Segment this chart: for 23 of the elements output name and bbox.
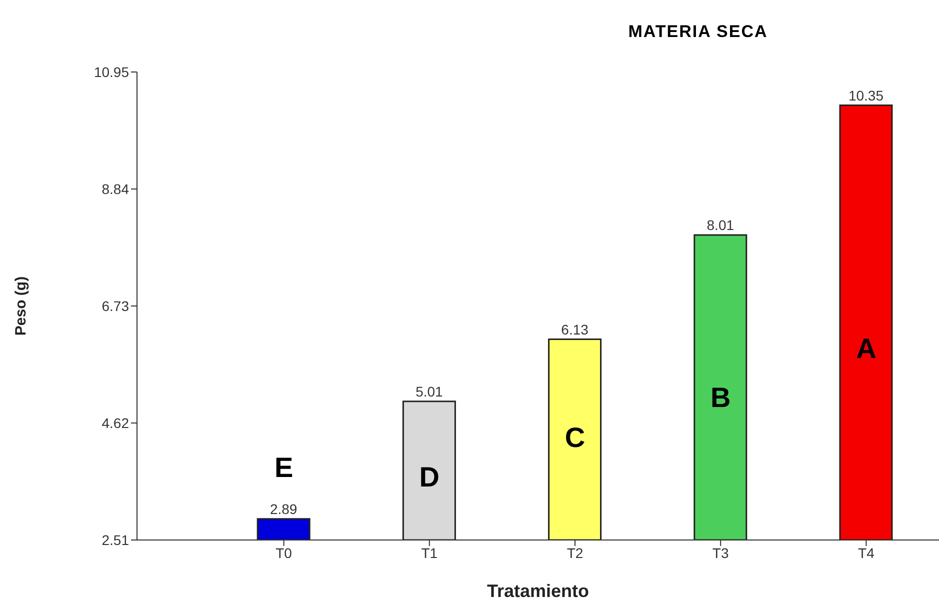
x-tick-label: T2 [566,544,584,561]
x-tick-label: T4 [858,544,875,561]
data-label: 5.01 [416,383,444,400]
y-tick-label: 10.95 [94,64,130,80]
x-axis-title: Tratamiento [486,581,590,601]
data-label: 2.89 [270,500,298,517]
data-label: 6.13 [561,321,589,338]
chart-title: MATERIA SECA [627,22,769,42]
x-tick-label: T3 [712,544,729,561]
y-tick-label: 6.73 [102,298,130,314]
x-tick-label: T1 [421,544,438,561]
annotation: E [274,452,294,483]
y-tick-label: 8.84 [102,180,130,197]
x-tick-label: T0 [276,544,292,561]
y-tick-label: 2.51 [102,532,130,548]
y-tick-label: 4.62 [102,414,130,431]
annotation: B [710,382,731,414]
annotation: D [419,461,440,492]
annotation: C [564,422,586,453]
data-label: 10.35 [848,87,884,104]
y-axis-title: Peso (g) [12,276,30,336]
annotation: A [856,333,876,364]
data-label: 8.01 [706,217,734,234]
